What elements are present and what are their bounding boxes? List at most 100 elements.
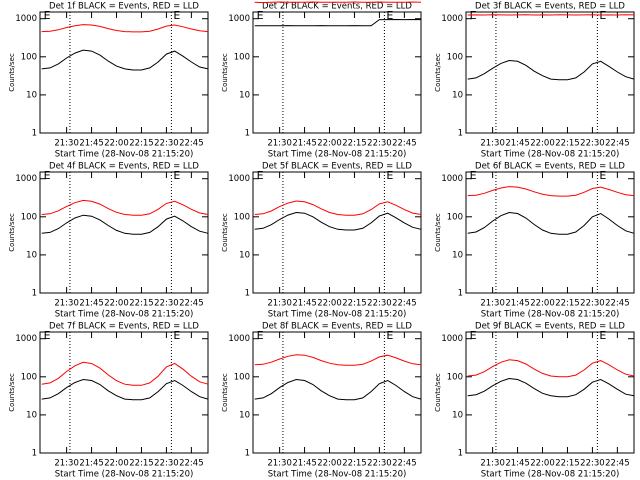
- x-tick-label: 22:15: [342, 299, 367, 309]
- y-tick-label: 10: [239, 250, 250, 260]
- x-axis-label: Start Time (28-Nov-08 21:15:20): [55, 150, 194, 160]
- plot-frame: [39, 11, 209, 134]
- y-tick-label: 1000: [228, 174, 250, 184]
- x-tick-label: 22:30: [367, 139, 392, 149]
- x-tick-label: 21:30: [54, 139, 79, 149]
- x-tick-label: 22:15: [555, 299, 580, 309]
- x-tick-label: 22:45: [179, 459, 204, 469]
- x-tick-label: 21:45: [505, 299, 530, 309]
- y-tick-label: 100: [447, 52, 463, 62]
- x-tick-label: 22:45: [605, 459, 630, 469]
- x-tick-label: 22:45: [605, 139, 630, 149]
- series-line: [254, 354, 422, 366]
- y-tick-label: 10: [239, 410, 250, 420]
- series-line: [467, 186, 635, 197]
- x-axis-label: Start Time (28-Nov-08 21:15:20): [268, 150, 407, 160]
- series-line: [41, 361, 209, 386]
- series-line: [467, 359, 635, 378]
- y-tick-label: 1: [458, 289, 463, 299]
- x-tick-label: 22:00: [530, 459, 555, 469]
- annotation: E: [257, 329, 264, 342]
- x-axis-label: Start Time (28-Nov-08 21:15:20): [55, 470, 194, 480]
- series-line: [467, 59, 635, 81]
- x-axis-label: Start Time (28-Nov-08 21:15:20): [481, 150, 620, 160]
- y-axis-label: Counts/sec: [434, 53, 442, 92]
- y-axis-label: Counts/sec: [434, 213, 442, 252]
- y-tick-label: 1: [245, 129, 250, 139]
- x-axis-label: Start Time (28-Nov-08 21:15:20): [481, 470, 620, 480]
- annotation: E: [44, 329, 51, 342]
- series-line: [41, 199, 209, 216]
- x-tick-label: 22:45: [179, 139, 204, 149]
- y-axis-label: Counts/sec: [8, 373, 16, 412]
- y-tick-label: 1000: [228, 334, 250, 344]
- x-tick-label: 22:30: [367, 299, 392, 309]
- x-tick-label: 21:30: [267, 459, 292, 469]
- annotation: E: [173, 169, 180, 182]
- x-tick-label: 22:45: [605, 299, 630, 309]
- y-tick-label: 10: [239, 90, 250, 100]
- y-tick-label: 1: [245, 449, 250, 459]
- y-axis-label: Counts/sec: [8, 53, 16, 92]
- plot-frame: [39, 171, 209, 294]
- x-tick-label: 22:45: [392, 139, 417, 149]
- y-tick-label: 10: [452, 410, 463, 420]
- annotation: E: [470, 329, 477, 342]
- plot-frame: [465, 171, 635, 294]
- y-axis-label: Counts/sec: [221, 213, 229, 252]
- x-tick-label: 22:15: [555, 459, 580, 469]
- annotation: E: [173, 329, 180, 342]
- x-tick-label: 21:30: [480, 299, 505, 309]
- y-tick-label: 1: [458, 129, 463, 139]
- annotation: E: [386, 9, 393, 22]
- y-tick-label: 100: [447, 372, 463, 382]
- plot-frame: [465, 11, 635, 134]
- series-line: [467, 377, 635, 398]
- chart-title: Det 6f BLACK = Events, RED = LLD: [475, 162, 625, 172]
- x-tick-label: 22:15: [342, 459, 367, 469]
- y-tick-label: 1: [32, 289, 37, 299]
- x-tick-label: 21:30: [267, 139, 292, 149]
- x-tick-label: 21:45: [505, 459, 530, 469]
- x-tick-label: 21:30: [480, 139, 505, 149]
- y-tick-label: 1: [32, 449, 37, 459]
- x-tick-label: 22:30: [580, 459, 605, 469]
- y-tick-label: 1000: [441, 334, 463, 344]
- y-tick-label: 1000: [228, 14, 250, 24]
- annotation: E: [599, 169, 606, 182]
- x-axis-label: Start Time (28-Nov-08 21:15:20): [268, 470, 407, 480]
- x-axis-label: Start Time (28-Nov-08 21:15:20): [268, 310, 407, 320]
- x-tick-label: 22:30: [154, 139, 179, 149]
- x-tick-label: 22:00: [317, 299, 342, 309]
- x-tick-label: 22:00: [317, 459, 342, 469]
- x-tick-label: 22:15: [129, 459, 154, 469]
- annotation: E: [257, 9, 264, 22]
- y-tick-label: 10: [26, 90, 37, 100]
- x-tick-label: 22:30: [580, 139, 605, 149]
- y-tick-label: 100: [21, 52, 37, 62]
- x-tick-label: 21:30: [480, 459, 505, 469]
- x-tick-label: 22:45: [392, 459, 417, 469]
- x-tick-label: 22:15: [555, 139, 580, 149]
- series-line: [254, 200, 422, 216]
- y-tick-label: 100: [234, 52, 250, 62]
- y-axis-label: Counts/sec: [434, 373, 442, 412]
- chart-title: Det 8f BLACK = Events, RED = LLD: [262, 322, 412, 332]
- annotation: E: [470, 169, 477, 182]
- annotation: E: [173, 9, 180, 22]
- y-tick-label: 1: [458, 449, 463, 459]
- chart-title: Det 4f BLACK = Events, RED = LLD: [49, 162, 199, 172]
- annotation: E: [44, 9, 51, 22]
- x-tick-label: 22:15: [342, 139, 367, 149]
- chart-title: Det 2f BLACK = Events, RED = LLD: [262, 2, 412, 12]
- series-line: [41, 378, 209, 401]
- series-line: [254, 378, 422, 401]
- y-tick-label: 1: [32, 129, 37, 139]
- series-line: [41, 49, 209, 71]
- x-tick-label: 22:45: [392, 299, 417, 309]
- y-tick-label: 1: [245, 289, 250, 299]
- x-tick-label: 22:30: [154, 299, 179, 309]
- annotation: E: [44, 169, 51, 182]
- chart-title: Det 5f BLACK = Events, RED = LLD: [262, 162, 412, 172]
